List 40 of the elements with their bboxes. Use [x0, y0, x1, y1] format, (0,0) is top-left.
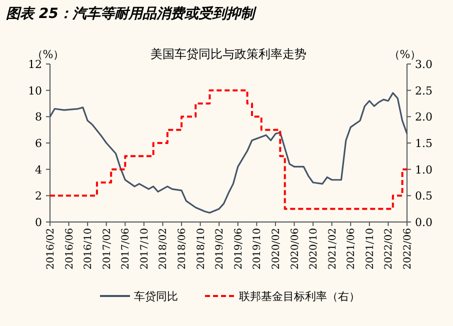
x-tick-label: 2020/02 — [270, 228, 282, 270]
y2-tick-label: 0.0 — [415, 216, 432, 229]
y-tick-label: 6 — [35, 137, 42, 150]
x-tick-label: 2019/02 — [214, 228, 226, 270]
x-tick-label: 2016/02 — [46, 228, 56, 270]
x-tick-label: 2018/10 — [196, 228, 207, 270]
y-tick-label: 4 — [35, 163, 42, 176]
y2-tick-label: 2.5 — [415, 84, 432, 98]
y-tick-label: 8 — [35, 110, 42, 124]
y2-tick-label: 1.5 — [415, 137, 432, 150]
legend-label: 联邦基金目标利率（右） — [239, 290, 360, 303]
chart-subtitle: 美国车贷同比与政策利率走势 — [150, 47, 306, 61]
y2-axis-title: （%） — [388, 48, 422, 61]
y2-tick-label: 2.0 — [415, 110, 432, 124]
x-tick-label: 2019/10 — [252, 228, 264, 270]
chart-title: 图表 25：汽车等耐用品消费或受到抑制 — [6, 5, 258, 22]
y-axis-title: （%） — [32, 48, 64, 61]
y-tick-label: 2 — [35, 190, 42, 203]
y2-tick-label: 0.5 — [415, 190, 432, 203]
y-tick-label: 10 — [28, 84, 42, 98]
x-tick-label: 2020/06 — [290, 228, 301, 270]
x-tick-label: 2021/10 — [364, 228, 376, 270]
x-tick-label: 2016/06 — [64, 228, 76, 270]
x-tick-label: 2017/06 — [120, 228, 132, 270]
x-tick-label: 2018/06 — [177, 228, 188, 270]
legend-label: 车贷同比 — [134, 290, 178, 303]
x-tick-label: 2017/02 — [102, 228, 113, 270]
y2-tick-label: 3.0 — [415, 58, 432, 71]
y-tick-label: 12 — [28, 58, 42, 71]
x-tick-label: 2021/06 — [346, 228, 358, 270]
y-tick-label: 0 — [35, 216, 42, 229]
x-tick-label: 2017/10 — [139, 228, 150, 270]
x-tick-label: 2016/10 — [83, 228, 94, 270]
x-tick-label: 2021/02 — [327, 228, 338, 270]
x-tick-label: 2019/06 — [233, 228, 244, 270]
x-tick-label: 2020/10 — [308, 228, 320, 270]
x-tick-label: 2018/02 — [158, 228, 170, 270]
x-tick-label: 2022/06 — [402, 228, 414, 270]
y2-tick-label: 1.0 — [415, 163, 432, 176]
x-tick-label: 2022/02 — [384, 228, 395, 270]
